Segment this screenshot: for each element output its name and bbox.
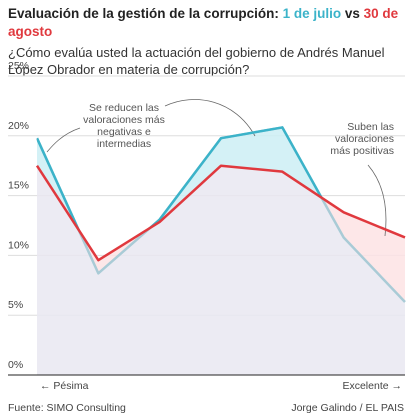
legend-entry: 1 de julio (282, 6, 342, 21)
header: Evaluación de la gestión de la corrupció… (8, 5, 408, 78)
chart-title: Evaluación de la gestión de la corrupció… (8, 5, 408, 41)
annotation-arrow (46, 127, 81, 153)
annotation: valoraciones más (83, 114, 165, 126)
annotation: Se reducen las (89, 102, 159, 114)
annotation: negativas e (97, 126, 151, 138)
annotation: más positivas (330, 145, 394, 157)
common-area (37, 165, 405, 375)
title-connector: vs (344, 6, 360, 21)
title-text: Evaluación de la gestión de la corrupció… (8, 6, 279, 21)
y-tick-label: 15% (8, 180, 29, 192)
x-tick-label: Excelente → (342, 380, 402, 392)
subtitle: ¿Cómo evalúa usted la actuación del gobi… (8, 45, 385, 77)
annotation: intermedias (97, 138, 151, 150)
y-tick-label: 5% (8, 299, 23, 311)
y-tick-label: 25% (8, 60, 29, 72)
credit: Jorge Galindo / EL PAIS (291, 402, 404, 414)
y-tick-label: 0% (8, 359, 23, 371)
annotation: Suben las (347, 121, 394, 133)
annotation-arrow (164, 99, 256, 137)
annotation: valoraciones (335, 133, 394, 145)
legend-entry: 30 de agosto (8, 6, 399, 39)
x-tick-label: ← Pésima (40, 380, 89, 392)
y-tick-label: 20% (8, 120, 29, 132)
source: Fuente: SIMO Consulting (8, 402, 126, 414)
y-tick-label: 10% (8, 239, 29, 251)
series-line (35, 164, 406, 262)
